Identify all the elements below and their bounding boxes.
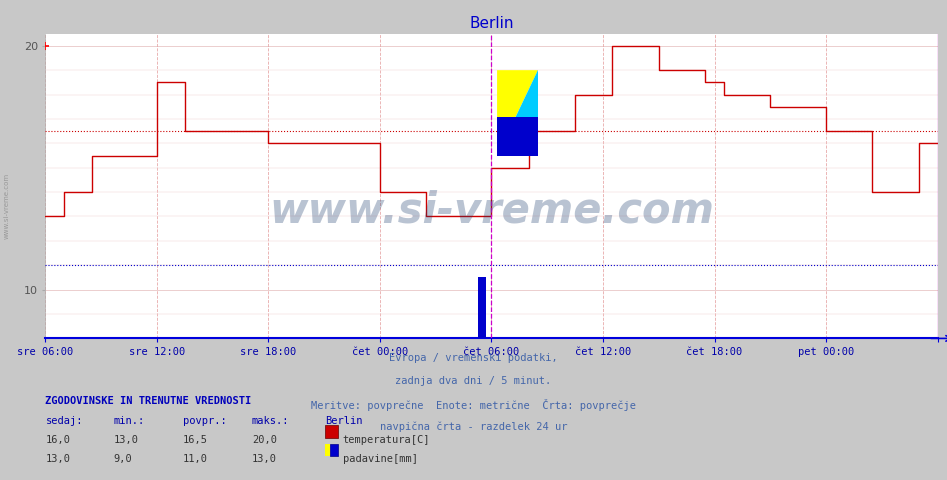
Bar (497, 117, 538, 156)
Text: Meritve: povprečne  Enote: metrične  Črta: povprečje: Meritve: povprečne Enote: metrične Črta:… (311, 399, 636, 411)
Polygon shape (497, 70, 538, 156)
Text: 13,0: 13,0 (45, 454, 70, 464)
Text: ZGODOVINSKE IN TRENUTNE VREDNOSTI: ZGODOVINSKE IN TRENUTNE VREDNOSTI (45, 396, 252, 406)
Text: maks.:: maks.: (252, 416, 290, 426)
Text: www.si-vreme.com: www.si-vreme.com (269, 190, 714, 231)
Text: 13,0: 13,0 (114, 435, 138, 445)
Text: zadnja dva dni / 5 minut.: zadnja dva dni / 5 minut. (396, 376, 551, 386)
Text: min.:: min.: (114, 416, 145, 426)
Polygon shape (497, 70, 538, 156)
Text: navpična črta - razdelek 24 ur: navpična črta - razdelek 24 ur (380, 422, 567, 432)
Text: 9,0: 9,0 (114, 454, 133, 464)
Text: padavine[mm]: padavine[mm] (343, 454, 418, 464)
Text: 20,0: 20,0 (252, 435, 277, 445)
Text: 16,0: 16,0 (45, 435, 70, 445)
Text: povpr.:: povpr.: (183, 416, 226, 426)
Text: www.si-vreme.com: www.si-vreme.com (4, 173, 9, 240)
Text: 16,5: 16,5 (183, 435, 207, 445)
Text: 11,0: 11,0 (183, 454, 207, 464)
Text: Berlin: Berlin (325, 416, 363, 426)
Text: Evropa / vremenski podatki,: Evropa / vremenski podatki, (389, 353, 558, 363)
Text: temperatura[C]: temperatura[C] (343, 435, 430, 445)
Title: Berlin: Berlin (470, 16, 513, 31)
Text: 13,0: 13,0 (252, 454, 277, 464)
Text: sedaj:: sedaj: (45, 416, 83, 426)
Bar (478, 277, 486, 338)
